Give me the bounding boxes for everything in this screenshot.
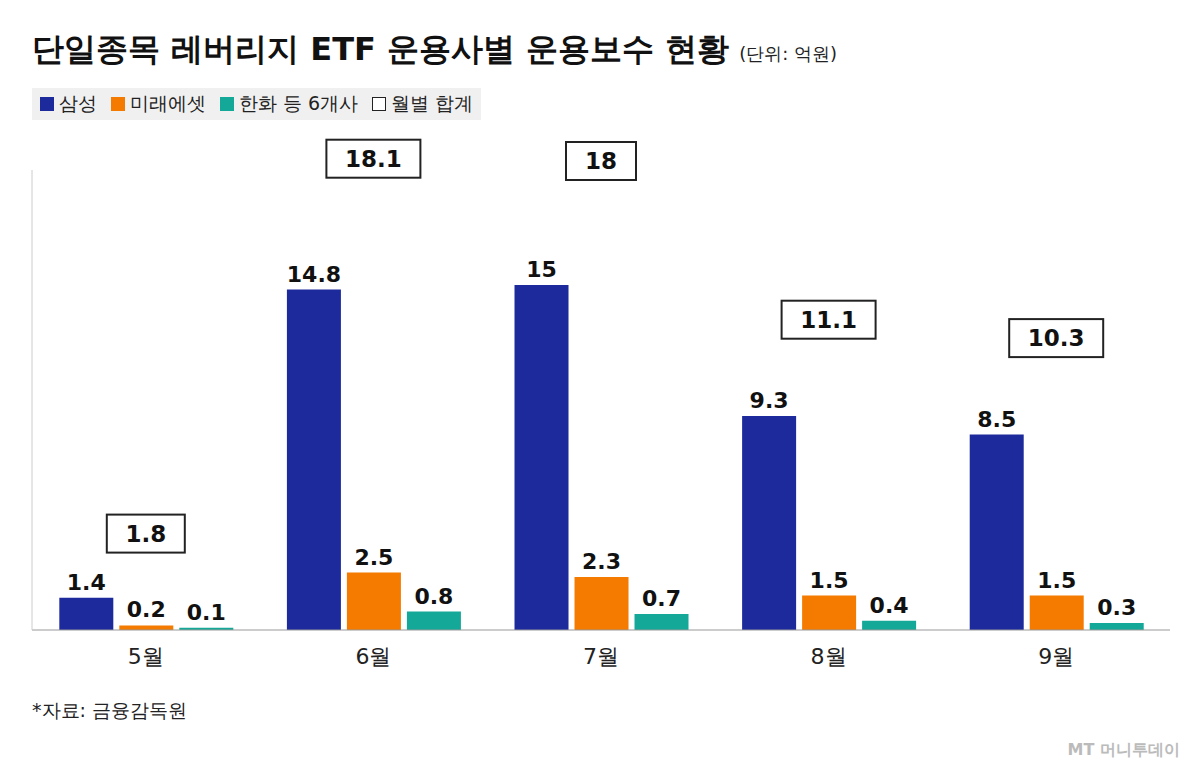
svg-text:18: 18 <box>585 148 617 174</box>
html-text:월별 합계: 월별 합계 <box>391 92 474 114</box>
svg-text:0.3: 0.3 <box>1097 595 1136 620</box>
svg-text:0.4: 0.4 <box>870 593 909 618</box>
svg-text:10.3: 10.3 <box>1028 325 1085 351</box>
svg-text:5월: 5월 <box>128 644 164 669</box>
html-text:삼성: 삼성 <box>59 92 97 114</box>
svg-text:2.5: 2.5 <box>354 545 393 570</box>
svg-text:0.1: 0.1 <box>187 600 226 625</box>
svg-text:15: 15 <box>526 257 557 282</box>
html-text:한화 등 6개사: 한화 등 6개사 <box>239 92 359 114</box>
svg-text:1.8: 1.8 <box>125 521 166 547</box>
svg-text:0.7: 0.7 <box>642 586 681 611</box>
svg-text:11.1: 11.1 <box>800 307 857 333</box>
html-text:*자료: 금융감독원: *자료: 금융감독원 <box>32 699 187 721</box>
html-text:미래에셋: 미래에셋 <box>130 92 206 114</box>
svg-text:1.5: 1.5 <box>810 568 849 593</box>
svg-text:9.3: 9.3 <box>750 388 789 413</box>
svg-text:1.5: 1.5 <box>1037 568 1076 593</box>
svg-text:8.5: 8.5 <box>977 407 1016 432</box>
svg-text:1.4: 1.4 <box>67 570 106 595</box>
svg-text:0.8: 0.8 <box>414 584 453 609</box>
html-text:단일종목 레버리지 ETF 운용사별 운용보수 현황 (단위: 단일종목 레버리지 ETF 운용사별 운용보수 현황 (단위: 억원) <box>32 30 838 68</box>
svg-text:8월: 8월 <box>811 644 847 669</box>
svg-text:18.1: 18.1 <box>345 146 402 172</box>
svg-text:0.2: 0.2 <box>127 597 166 622</box>
svg-text:6월: 6월 <box>355 644 391 669</box>
svg-text:7월: 7월 <box>583 644 619 669</box>
svg-text:14.8: 14.8 <box>287 262 341 287</box>
svg-text:9월: 9월 <box>1038 644 1074 669</box>
svg-text:2.3: 2.3 <box>582 549 621 574</box>
html-text:MT 머니투데이: MT 머니투데이 <box>1067 740 1180 759</box>
